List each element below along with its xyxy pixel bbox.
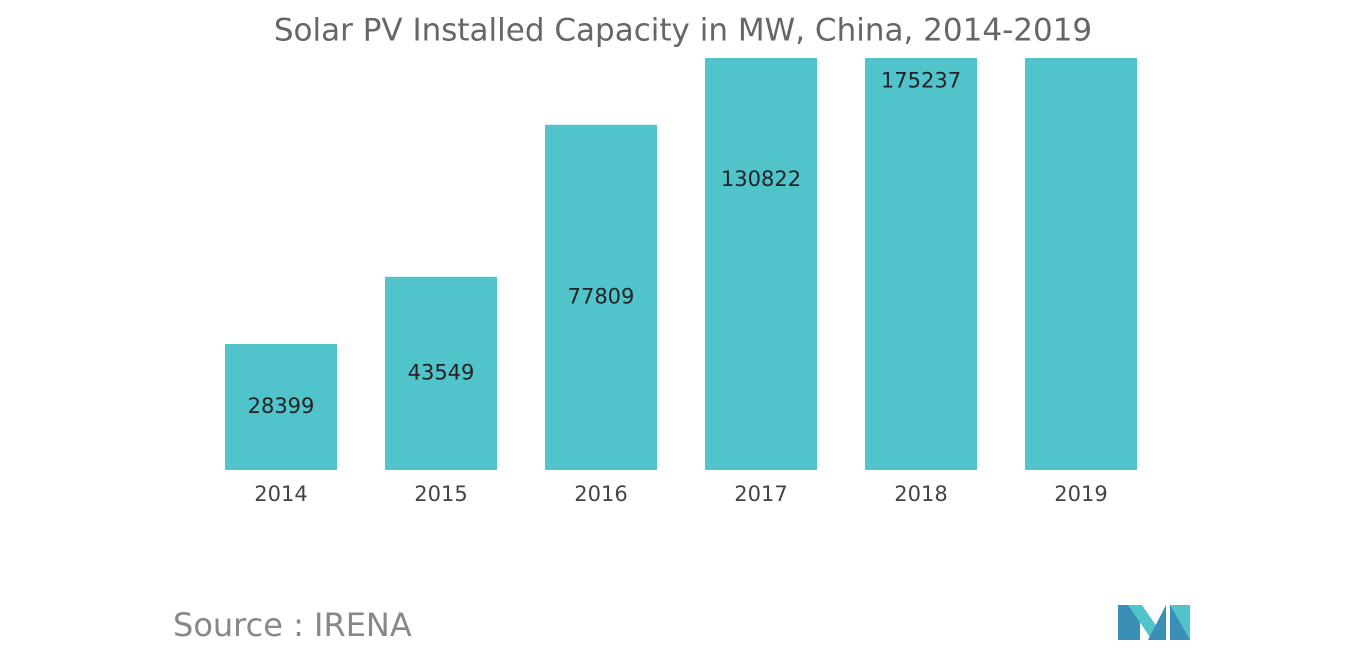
logo <box>1118 605 1190 640</box>
x-tick-label: 2019 <box>1054 482 1107 506</box>
value-label: 28399 <box>248 394 315 418</box>
source: Source : IRENA <box>173 606 412 644</box>
value-label: 43549 <box>408 360 475 384</box>
bar <box>865 58 977 470</box>
value-label: 130822 <box>721 167 801 191</box>
x-tick-label: 2017 <box>734 482 787 506</box>
x-tick-label: 2018 <box>894 482 947 506</box>
x-tick-label: 2014 <box>254 482 307 506</box>
bar <box>1025 58 1137 470</box>
value-label: 77809 <box>568 284 635 308</box>
bar <box>545 124 657 470</box>
x-tick-label: 2016 <box>574 482 627 506</box>
value-label: 175237 <box>881 68 961 92</box>
bar <box>385 276 497 470</box>
chart-title: Solar PV Installed Capacity in MW, China… <box>274 13 1092 49</box>
bar <box>705 58 817 471</box>
bar <box>225 344 337 470</box>
plot-area <box>225 58 1137 471</box>
x-tick-label: 2015 <box>414 482 467 506</box>
